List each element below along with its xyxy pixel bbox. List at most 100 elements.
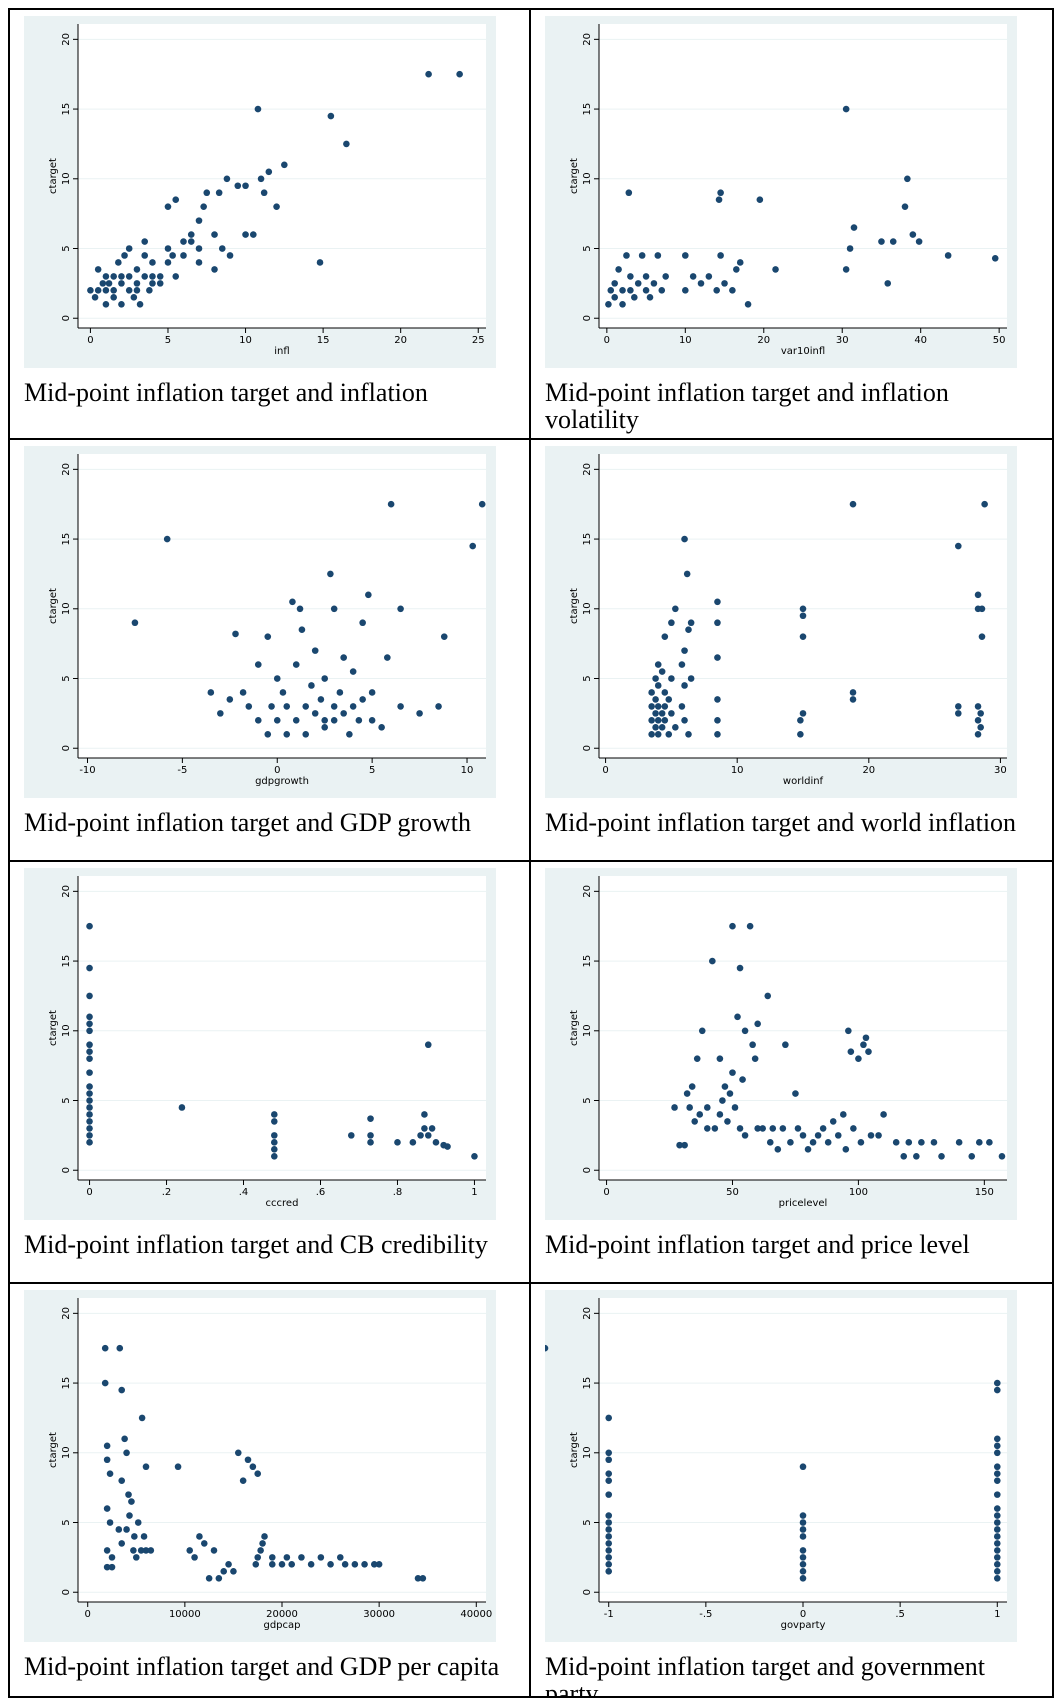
point	[804, 1146, 812, 1153]
point	[359, 696, 366, 703]
figure-cell: 0 5 10 15 20 0 50 100 150 ctarget pricelevel Mid-po…	[531, 862, 1052, 1284]
point	[244, 1456, 252, 1464]
point	[605, 1526, 613, 1533]
point	[424, 1132, 432, 1139]
point	[180, 238, 187, 245]
point	[94, 287, 102, 294]
point	[681, 1141, 688, 1149]
point	[654, 717, 662, 724]
point	[605, 1491, 613, 1498]
point	[662, 273, 669, 280]
point	[289, 598, 296, 606]
point	[998, 1152, 1006, 1160]
point	[86, 1048, 93, 1056]
y-axis-label: ctarget	[48, 1010, 59, 1046]
x-axis-label: govparty	[781, 1620, 826, 1631]
point	[142, 1547, 150, 1554]
point	[355, 717, 363, 724]
point	[652, 724, 659, 731]
point	[271, 1118, 278, 1125]
x-tick-label: 1	[994, 1609, 1000, 1620]
point	[141, 273, 149, 280]
point	[302, 703, 310, 710]
point	[741, 1027, 749, 1035]
y-tick-label: 0	[582, 315, 593, 321]
point	[799, 1561, 807, 1568]
point	[839, 1111, 847, 1118]
point	[794, 1125, 802, 1132]
point	[421, 1125, 428, 1132]
point	[799, 1132, 807, 1139]
point	[271, 1139, 278, 1146]
y-tick-label: 5	[582, 245, 593, 251]
point	[278, 1561, 286, 1568]
point	[180, 252, 187, 259]
point	[118, 1386, 126, 1394]
point	[283, 730, 291, 738]
point	[993, 1442, 1001, 1450]
point	[661, 703, 669, 710]
x-tick-label: 40	[914, 335, 927, 346]
point	[106, 1519, 114, 1526]
point	[993, 1463, 1001, 1471]
point	[86, 1104, 93, 1111]
point	[316, 259, 324, 266]
y-tick-label: 0	[61, 745, 72, 751]
point	[993, 1435, 1001, 1443]
figure-cell: 0 5 10 15 20 0 10000 20000 30000 40000 ctarget gdpc…	[10, 1284, 531, 1696]
point	[729, 922, 736, 930]
figure-cell: 0 5 10 15 20 0 .2 .4 .6 .8 1 ctarget cccred Mid-point…	[10, 862, 531, 1284]
point	[101, 1379, 109, 1387]
point	[611, 294, 618, 301]
y-tick-label: 20	[582, 1307, 593, 1320]
point	[955, 703, 962, 710]
x-tick-label: .8	[393, 1187, 403, 1198]
point	[86, 922, 93, 930]
point	[986, 1139, 993, 1146]
point	[993, 1491, 1001, 1498]
x-axis-label: var10infl	[781, 346, 825, 357]
y-tick-label: 5	[61, 245, 72, 251]
point	[993, 1574, 1001, 1582]
point	[900, 1152, 908, 1160]
point	[974, 703, 982, 710]
point	[619, 287, 626, 294]
x-tick-label: 0	[86, 1187, 92, 1198]
point	[103, 1547, 111, 1554]
point	[86, 1041, 93, 1049]
point	[86, 1125, 93, 1132]
point	[245, 703, 253, 710]
point	[754, 1020, 761, 1028]
point	[265, 168, 273, 176]
point	[642, 273, 650, 280]
point	[133, 287, 141, 294]
point	[351, 1561, 359, 1568]
point	[884, 280, 892, 287]
point	[797, 730, 804, 738]
point	[819, 1125, 827, 1132]
point	[86, 1055, 93, 1062]
point	[905, 1139, 913, 1146]
y-tick-label: 5	[582, 675, 593, 681]
point	[86, 1132, 93, 1139]
point	[779, 1125, 787, 1132]
x-tick-label: 10	[731, 765, 744, 776]
point	[125, 1491, 132, 1498]
point	[419, 1574, 427, 1582]
point	[726, 1090, 734, 1097]
point	[658, 724, 666, 731]
point	[688, 1083, 696, 1090]
scatter-chart: 0 5 10 15 20 0 10000 20000 30000 40000 ctarget gdpc…	[24, 1290, 496, 1642]
point	[417, 1132, 424, 1139]
point	[648, 730, 655, 738]
point	[605, 1470, 613, 1478]
point	[993, 1470, 1001, 1478]
point	[809, 1139, 817, 1146]
point	[195, 217, 203, 224]
point	[993, 1568, 1001, 1575]
point	[359, 619, 366, 627]
point	[715, 196, 723, 204]
y-tick-label: 20	[582, 885, 593, 898]
point	[634, 280, 642, 287]
point	[703, 1104, 711, 1111]
